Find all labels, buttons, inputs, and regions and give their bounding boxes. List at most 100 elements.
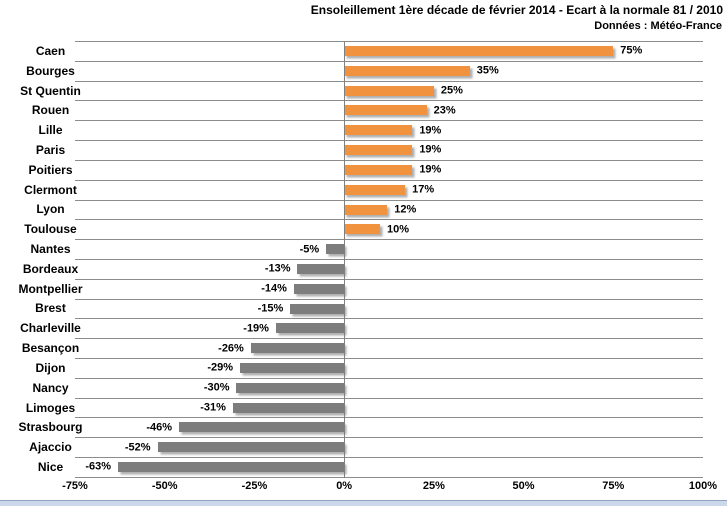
category-label-clermont: Clermont (24, 182, 77, 197)
bar-montpellier (293, 283, 345, 294)
category-label-bordeaux: Bordeaux (22, 261, 79, 276)
value-label-nantes: -5% (299, 243, 320, 256)
category-label-bourges: Bourges (26, 63, 75, 78)
chart-row-montpellier: -14% (75, 280, 703, 300)
bar-lille (344, 125, 413, 136)
category-label-paris: Paris (35, 142, 66, 157)
bar-strasbourg (179, 422, 345, 433)
x-tick-label-neg50pct: -50% (151, 480, 178, 492)
value-label-bordeaux: -13% (264, 262, 291, 275)
chart-row-paris: 19% (75, 141, 703, 161)
chart-row-dijon: -29% (75, 359, 703, 379)
bar-paris (344, 145, 413, 156)
value-label-nice: -63% (85, 460, 112, 473)
x-tick-label-0pct: 0% (336, 480, 353, 492)
bar-bourges (344, 65, 470, 76)
category-label-limoges: Limoges (25, 400, 76, 415)
bar-bordeaux (297, 263, 345, 274)
category-axis-labels: Caen Bourges St Quentin Rouen Lille Paris Poit… (0, 41, 101, 477)
bar-rouen (344, 105, 427, 116)
category-label-nice: Nice (37, 459, 64, 474)
zero-axis-line (344, 42, 346, 478)
value-label-lille: 19% (419, 124, 442, 137)
bar-ajaccio (157, 442, 345, 453)
value-label-dijon: -29% (207, 361, 234, 374)
bar-poitiers (344, 164, 413, 175)
value-label-montpellier: -14% (261, 282, 287, 295)
value-label-ajaccio: -52% (124, 441, 151, 454)
category-label-besan-on: Besançon (21, 341, 80, 356)
x-tick-label-neg75pct: -75% (62, 480, 88, 492)
value-label-limoges: -31% (200, 401, 226, 414)
chart-row-clermont: 17% (75, 181, 703, 201)
bar-nancy (236, 382, 345, 393)
x-tick-label-50pct: 50% (512, 480, 535, 492)
chart-row-lille: 19% (75, 121, 703, 142)
value-label-clermont: 17% (412, 183, 435, 196)
category-label-lille: Lille (38, 123, 63, 138)
value-label-charleville: -19% (243, 322, 269, 335)
bar-st-quentin (344, 85, 434, 96)
x-tick-label-75pct: 75% (602, 480, 625, 492)
value-label-bourges: 35% (476, 64, 499, 77)
category-label-ajaccio: Ajaccio (29, 440, 72, 455)
chart-title: Ensoleillement 1ère décade de février 20… (310, 3, 723, 17)
value-label-besan-on: -26% (218, 342, 244, 355)
value-label-st-quentin: 25% (440, 84, 463, 97)
value-label-brest: -15% (257, 302, 284, 315)
value-axis-labels: -75% -50% -25% 0% 25% 50% 75% 100% (62, 480, 717, 496)
plot-area: 75% 35% 25% 23% 19% 19% 19% 17% 12% 10% -5% -13% -14… (75, 41, 703, 478)
x-tick-label-100pct: 100% (688, 480, 718, 492)
category-label-nancy: Nancy (32, 380, 69, 395)
category-label-montpellier: Montpellier (18, 281, 83, 296)
bar-nantes (326, 244, 345, 255)
category-label-poitiers: Poitiers (28, 162, 73, 177)
bar-limoges (232, 402, 345, 413)
chart-row-brest: -15% (75, 300, 703, 320)
category-label-brest: Brest (35, 301, 66, 316)
bar-charleville (275, 323, 345, 334)
category-label-charleville: Charleville (20, 321, 81, 336)
chart-row-bourges: 35% (75, 62, 703, 82)
chart-row-toulouse: 10% (75, 220, 703, 241)
chart-row-strasbourg: -46% (75, 418, 703, 439)
bar-toulouse (344, 224, 381, 235)
chart-row-poitiers: 19% (75, 161, 703, 181)
category-label-strasbourg: Strasbourg (18, 420, 83, 435)
bar-brest (290, 303, 345, 314)
bar-lyon (344, 204, 388, 215)
value-label-lyon: 12% (394, 203, 417, 216)
chart-subtitle: Données : Météo-France (594, 20, 722, 32)
chart-row-limoges: -31% (75, 399, 703, 419)
value-label-nancy: -30% (203, 381, 230, 394)
category-label-st-quentin: St Quentin (20, 83, 81, 98)
chart-row-caen: 75% (75, 42, 703, 62)
chart-row-bordeaux: -13% (75, 260, 703, 280)
chart-row-nancy: -30% (75, 379, 703, 399)
chart-row-ajaccio: -52% (75, 438, 703, 459)
window-bottom-edge (0, 500, 727, 506)
bar-dijon (240, 363, 345, 373)
bar-caen (344, 46, 614, 56)
chart-row-besan-on: -26% (75, 339, 703, 359)
category-label-toulouse: Toulouse (24, 222, 77, 237)
chart-row-charleville: -19% (75, 319, 703, 340)
chart-row-nice: -63% (75, 458, 703, 478)
chart-row-rouen: 23% (75, 101, 703, 122)
category-label-dijon: Dijon (35, 360, 66, 375)
chart-row-st-quentin: 25% (75, 82, 703, 102)
bar-nice (118, 462, 345, 473)
value-label-poitiers: 19% (419, 163, 442, 176)
value-label-toulouse: 10% (387, 223, 410, 236)
value-label-rouen: 23% (433, 104, 456, 117)
chart-row-nantes: -5% (75, 240, 703, 260)
x-tick-label-25pct: 25% (422, 480, 445, 492)
chart-row-lyon: 12% (75, 201, 703, 221)
category-label-caen: Caen (35, 43, 66, 58)
value-label-paris: 19% (419, 143, 442, 156)
x-tick-label-neg25pct: -25% (241, 480, 268, 492)
category-label-nantes: Nantes (30, 242, 71, 257)
category-label-rouen: Rouen (31, 103, 70, 118)
value-label-strasbourg: -46% (146, 421, 173, 434)
